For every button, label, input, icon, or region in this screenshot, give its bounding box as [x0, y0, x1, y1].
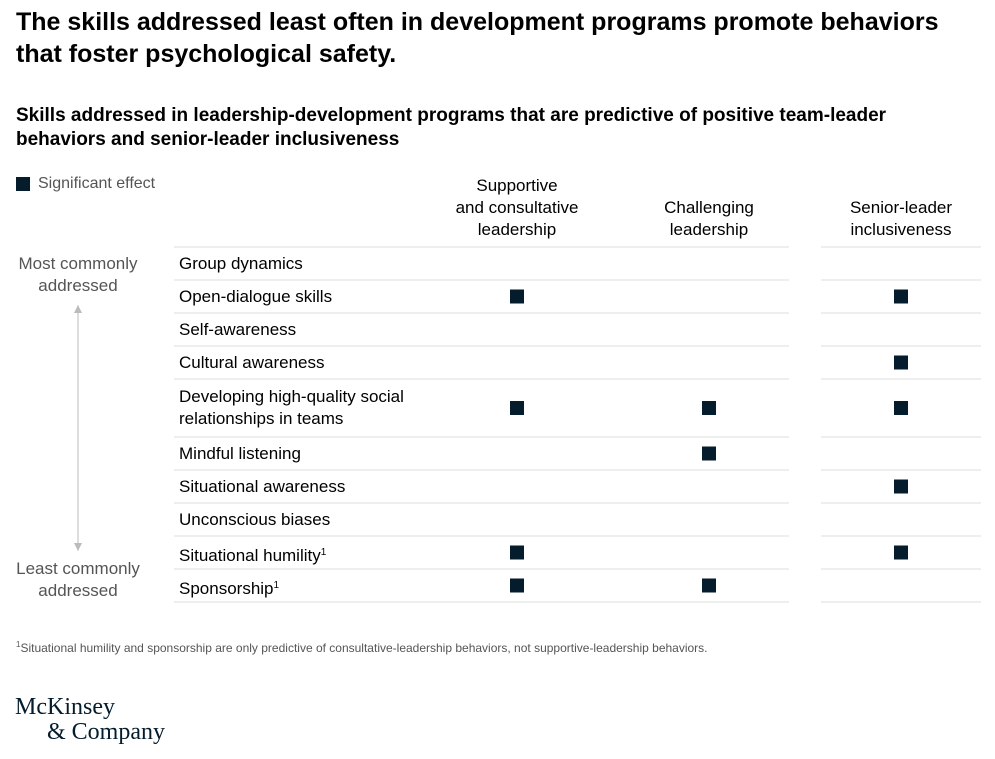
rank-bottom-label: Least commonly addressed	[8, 558, 148, 602]
legend-label: Significant effect	[38, 175, 156, 192]
rank-top-line: addressed	[38, 276, 118, 295]
footnote-ref: 1	[273, 579, 280, 591]
row-label-line: Cultural awareness	[179, 352, 325, 372]
effect-marker	[894, 355, 908, 370]
page-title: The skills addressed least often in deve…	[16, 8, 939, 68]
effect-marker	[702, 446, 716, 461]
row-label-line: Open-dialogue skills	[179, 286, 333, 306]
row-label: Situational awareness	[179, 476, 345, 498]
column-header-line: Supportive	[476, 176, 558, 195]
effect-marker	[510, 289, 524, 304]
effect-marker	[702, 578, 716, 593]
effect-marker	[894, 545, 908, 560]
effect-marker	[894, 401, 908, 415]
footnote: 1Situational humility and sponsorship ar…	[16, 640, 708, 655]
row-label-line: Situational humility	[179, 545, 321, 565]
rank-top-line: Most commonly	[18, 254, 138, 273]
column-header-line: inclusiveness	[850, 220, 952, 239]
row-label: Self-awareness	[179, 319, 296, 341]
chart-subtitle: Skills addressed in leadership-developme…	[16, 105, 887, 150]
row-label: Cultural awareness	[179, 352, 325, 374]
column-header-line: leadership	[477, 220, 557, 239]
row-label-line: Developing high-quality social	[179, 387, 404, 406]
rank-arrow-head-up	[74, 305, 82, 313]
row-label-line: Self-awareness	[179, 319, 297, 339]
row-label-line: Group dynamics	[179, 253, 303, 273]
column-header-inclusiveness: Senior-leader inclusiveness	[816, 197, 986, 241]
row-label-line: relationships in teams	[179, 409, 344, 428]
row-label-line: Unconscious biases	[179, 509, 331, 529]
footnote-text: Situational humility and sponsorship are…	[20, 641, 708, 655]
effect-marker	[510, 545, 524, 560]
rank-top-label: Most commonly addressed	[8, 253, 148, 297]
column-header-line: Senior-leader	[849, 198, 953, 217]
column-header-line: Challenging	[664, 198, 754, 217]
row-label: Situational humility1	[179, 542, 326, 567]
row-label: Group dynamics	[179, 253, 303, 275]
rank-bottom-line: Least commonly	[16, 559, 140, 578]
row-label: Unconscious biases	[179, 509, 330, 531]
row-label-line: Situational awareness	[179, 476, 346, 496]
effect-marker	[894, 289, 908, 304]
column-header-challenging: Challenging leadership	[624, 197, 794, 241]
row-label: Sponsorship1	[179, 575, 279, 600]
effect-marker	[702, 401, 716, 415]
footnote-ref: 1	[320, 546, 327, 558]
column-header-line: and consultative	[455, 198, 579, 217]
row-label-line-with-note: Situational humility1	[179, 542, 326, 567]
row-label: Mindful listening	[179, 443, 301, 465]
chart-legend: Significant effect	[16, 174, 155, 194]
rank-arrow-head-down	[74, 543, 82, 551]
effect-grid	[74, 246, 981, 603]
row-label-line: Sponsorship	[179, 578, 274, 598]
rank-bottom-line: addressed	[38, 581, 118, 600]
effect-marker	[510, 401, 524, 415]
mckinsey-logo: McKinsey & Company	[15, 695, 165, 745]
effect-marker	[894, 479, 908, 494]
column-header-supportive: Supportive and consultative leadership	[432, 175, 602, 241]
logo-line-1: McKinsey	[15, 694, 115, 720]
row-label: Developing high-quality social relationsh…	[179, 386, 404, 430]
logo-line-2: & Company	[47, 719, 165, 745]
effect-marker	[510, 578, 524, 593]
row-label-line-with-note: Sponsorship1	[179, 575, 279, 600]
row-label: Open-dialogue skills	[179, 286, 332, 308]
column-header-line: leadership	[669, 220, 749, 239]
legend-swatch	[16, 177, 30, 191]
footnote-mark: 1	[16, 640, 21, 649]
row-label-line: Mindful listening	[179, 443, 301, 463]
